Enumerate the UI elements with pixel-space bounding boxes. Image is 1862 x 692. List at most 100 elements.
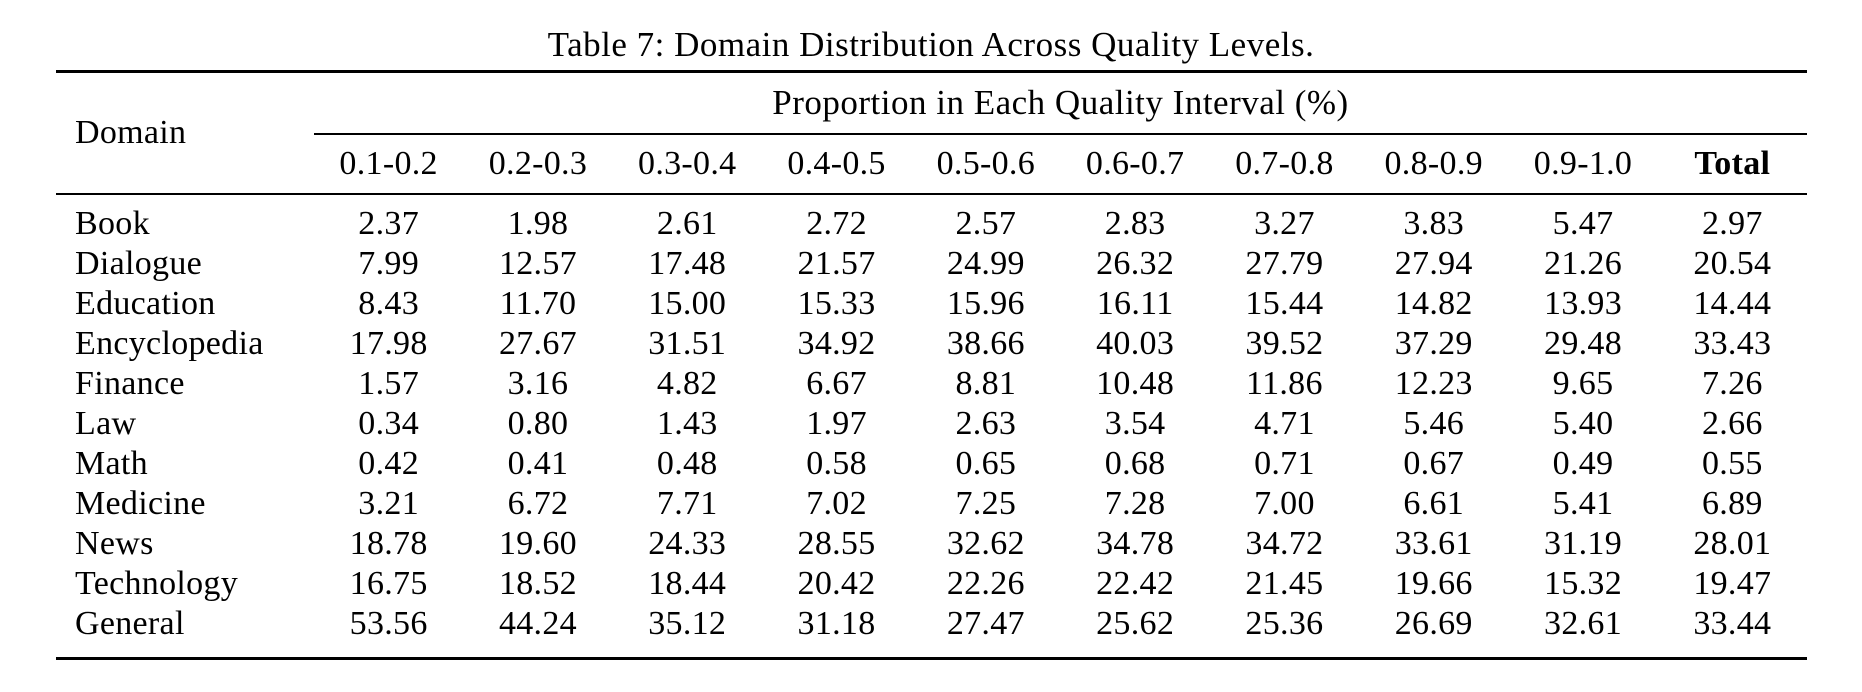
value-cell: 53.56 bbox=[349, 605, 428, 642]
table-body: Book 2.37 1.98 2.61 2.72 2.57 2.83 3.27 3.83 5.47… bbox=[56, 194, 1807, 659]
value-cell: 3.16 bbox=[507, 365, 569, 402]
table-row: Law 0.34 0.80 1.43 1.97 2.63 3.54 4.71 5.46 5.40 2… bbox=[56, 404, 1807, 444]
table-row: Medicine 3.21 6.72 7.71 7.02 7.25 7.28 7.00 6.61… bbox=[56, 484, 1807, 524]
value-cell: 31.18 bbox=[797, 605, 876, 642]
value-cell: 31.51 bbox=[648, 325, 727, 362]
value-cell: 6.89 bbox=[1701, 485, 1763, 522]
table-row: Book 2.37 1.98 2.61 2.72 2.57 2.83 3.27 3.83 5.47… bbox=[56, 194, 1807, 244]
value-cell: 15.44 bbox=[1245, 285, 1324, 322]
domain-cell: Technology bbox=[75, 565, 239, 602]
table-row: Education 8.43 11.70 15.00 15.33 15.96 16.11 15… bbox=[56, 284, 1807, 324]
value-cell: 20.42 bbox=[797, 565, 876, 602]
value-cell: 32.62 bbox=[946, 525, 1025, 562]
table-row: Encyclopedia 17.98 27.67 31.51 34.92 38.66 40.… bbox=[56, 324, 1807, 364]
value-cell: 27.79 bbox=[1245, 245, 1324, 282]
value-cell: 17.98 bbox=[349, 325, 428, 362]
domain-cell: Finance bbox=[75, 365, 185, 402]
value-cell: 27.47 bbox=[946, 605, 1025, 642]
value-cell: 8.43 bbox=[358, 285, 419, 322]
value-cell: 24.33 bbox=[648, 525, 727, 562]
value-cell: 0.41 bbox=[507, 445, 569, 482]
value-cell: 4.82 bbox=[656, 365, 718, 402]
value-cell: 5.41 bbox=[1552, 485, 1614, 522]
value-cell: 28.01 bbox=[1693, 525, 1772, 562]
value-cell: 2.37 bbox=[358, 205, 419, 242]
value-cell: 0.55 bbox=[1701, 445, 1763, 482]
value-cell: 38.66 bbox=[946, 325, 1025, 362]
value-cell: 19.47 bbox=[1693, 565, 1772, 602]
value-cell: 14.82 bbox=[1394, 285, 1473, 322]
value-cell: 16.11 bbox=[1096, 285, 1174, 322]
value-cell: 5.47 bbox=[1552, 205, 1614, 242]
value-cell: 21.26 bbox=[1544, 245, 1623, 282]
column-header-domain: Domain bbox=[56, 71, 314, 195]
value-cell: 26.32 bbox=[1096, 245, 1175, 282]
value-cell: 26.69 bbox=[1394, 605, 1473, 642]
value-cell: 2.72 bbox=[806, 205, 867, 242]
value-cell: 22.42 bbox=[1096, 565, 1175, 602]
value-cell: 25.62 bbox=[1096, 605, 1175, 642]
value-cell: 2.61 bbox=[656, 205, 718, 242]
value-cell: 16.75 bbox=[349, 565, 428, 602]
domain-cell: Law bbox=[75, 405, 137, 442]
value-cell: 12.23 bbox=[1394, 365, 1473, 402]
value-cell: 34.72 bbox=[1245, 525, 1324, 562]
value-cell: 25.36 bbox=[1245, 605, 1324, 642]
value-cell: 11.86 bbox=[1246, 365, 1323, 402]
value-cell: 18.44 bbox=[648, 565, 727, 602]
value-cell: 12.57 bbox=[498, 245, 577, 282]
domain-cell: General bbox=[75, 605, 185, 642]
domain-cell: Book bbox=[75, 205, 150, 242]
value-cell: 4.71 bbox=[1254, 405, 1315, 442]
value-cell: 1.98 bbox=[507, 205, 569, 242]
value-cell: 21.45 bbox=[1245, 565, 1324, 602]
value-cell: 3.27 bbox=[1254, 205, 1315, 242]
value-cell: 2.83 bbox=[1104, 205, 1166, 242]
column-header-interval: 0.9-1.0 bbox=[1508, 134, 1658, 195]
table-header: Domain Proportion in Each Quality Interv… bbox=[56, 71, 1807, 195]
value-cell: 44.24 bbox=[498, 605, 577, 642]
value-cell: 7.26 bbox=[1701, 365, 1763, 402]
value-cell: 7.02 bbox=[806, 485, 867, 522]
value-cell: 0.48 bbox=[656, 445, 718, 482]
value-cell: 33.44 bbox=[1693, 605, 1772, 642]
value-cell: 37.29 bbox=[1394, 325, 1473, 362]
column-header-interval: 0.4-0.5 bbox=[761, 134, 912, 195]
value-cell: 3.83 bbox=[1403, 205, 1465, 242]
table-row: General 53.56 44.24 35.12 31.18 27.47 25.62 25.… bbox=[56, 604, 1807, 659]
value-cell: 0.42 bbox=[358, 445, 419, 482]
value-cell: 40.03 bbox=[1096, 325, 1175, 362]
value-cell: 2.63 bbox=[955, 405, 1017, 442]
table-caption: Table 7: Domain Distribution Across Qual… bbox=[547, 25, 1315, 64]
column-header-total: Total bbox=[1657, 134, 1807, 195]
value-cell: 33.43 bbox=[1693, 325, 1772, 362]
value-cell: 15.32 bbox=[1544, 565, 1623, 602]
value-cell: 7.99 bbox=[358, 245, 419, 282]
value-cell: 20.54 bbox=[1693, 245, 1772, 282]
table-row: Math 0.42 0.41 0.48 0.58 0.65 0.68 0.71 0.67 0.49… bbox=[56, 444, 1807, 484]
value-cell: 19.66 bbox=[1394, 565, 1473, 602]
value-cell: 0.58 bbox=[806, 445, 867, 482]
value-cell: 10.48 bbox=[1096, 365, 1175, 402]
column-header-interval: 0.8-0.9 bbox=[1359, 134, 1509, 195]
value-cell: 15.33 bbox=[797, 285, 876, 322]
column-header-interval: 0.1-0.2 bbox=[314, 134, 464, 195]
value-cell: 1.43 bbox=[656, 405, 718, 442]
value-cell: 27.94 bbox=[1394, 245, 1473, 282]
value-cell: 24.99 bbox=[946, 245, 1025, 282]
value-cell: 32.61 bbox=[1544, 605, 1623, 642]
domain-cell: Encyclopedia bbox=[75, 325, 264, 362]
value-cell: 2.97 bbox=[1701, 205, 1763, 242]
value-cell: 5.40 bbox=[1552, 405, 1614, 442]
value-cell: 14.44 bbox=[1693, 285, 1772, 322]
value-cell: 7.71 bbox=[656, 485, 718, 522]
value-cell: 0.34 bbox=[358, 405, 419, 442]
value-cell: 3.21 bbox=[358, 485, 419, 522]
value-cell: 0.68 bbox=[1104, 445, 1166, 482]
value-cell: 35.12 bbox=[648, 605, 727, 642]
column-header-interval: 0.5-0.6 bbox=[911, 134, 1061, 195]
value-cell: 34.78 bbox=[1096, 525, 1175, 562]
value-cell: 15.96 bbox=[946, 285, 1025, 322]
value-cell: 17.48 bbox=[648, 245, 727, 282]
